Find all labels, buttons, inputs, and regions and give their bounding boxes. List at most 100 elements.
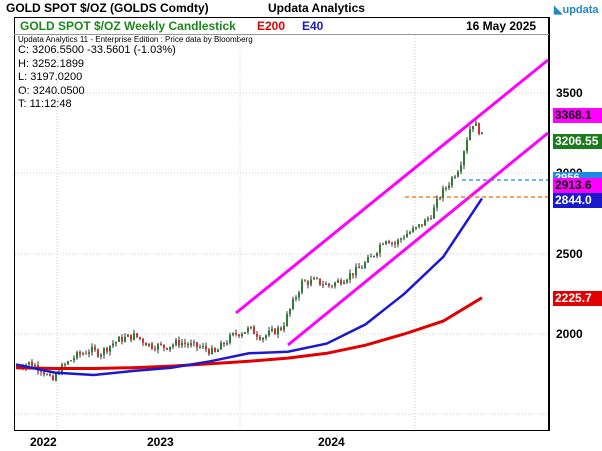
candle-down xyxy=(145,342,147,346)
candle-up xyxy=(418,224,420,227)
candle-up xyxy=(229,335,231,344)
candle-up xyxy=(289,308,291,314)
candle-up xyxy=(454,176,456,178)
candle-down xyxy=(340,280,342,284)
candle-down xyxy=(139,336,141,339)
candle-up xyxy=(211,347,213,354)
channel-lower-line xyxy=(287,131,549,347)
candle-down xyxy=(136,333,138,337)
candle-down xyxy=(235,333,237,335)
candle-up xyxy=(73,358,75,361)
candle-down xyxy=(85,353,87,355)
candle-up xyxy=(226,343,228,345)
candle-up xyxy=(82,353,84,355)
candle-up xyxy=(88,352,90,354)
candle-up xyxy=(385,241,387,244)
candle-up xyxy=(232,333,234,336)
tag-magenta-top: 3368.1 xyxy=(553,108,602,123)
candle-up xyxy=(367,257,369,263)
channel-upper-line xyxy=(235,58,549,315)
candle-down xyxy=(79,351,81,355)
candle-up xyxy=(244,332,246,334)
candle-down xyxy=(196,342,198,348)
candle-down xyxy=(166,347,168,350)
tag-e200: 2225.7 xyxy=(553,291,602,306)
chart-date: 16 May 2025 xyxy=(466,19,537,33)
candle-up xyxy=(364,262,366,268)
candle-down xyxy=(256,334,258,337)
candle-down xyxy=(394,242,396,245)
tag-e40: 2844.0 xyxy=(553,193,602,208)
candles xyxy=(16,120,483,382)
candle-up xyxy=(190,343,192,346)
candle-up xyxy=(247,327,249,333)
candle-up xyxy=(148,343,150,346)
candle-up xyxy=(424,219,426,226)
candle-down xyxy=(49,374,51,376)
candle-up xyxy=(295,297,297,300)
ma2-label: E40 xyxy=(302,19,324,33)
candle-down xyxy=(178,340,180,346)
price-axis[interactable] xyxy=(549,17,602,431)
candle-down xyxy=(184,342,186,344)
candle-up xyxy=(427,218,429,220)
candle-up xyxy=(397,239,399,245)
low-value: L: 3197.0200 xyxy=(18,71,83,83)
candle-down xyxy=(274,328,276,335)
candle-up xyxy=(391,242,393,244)
x-tick-2022: 2022 xyxy=(30,435,57,449)
y-tick-3500: 3500 xyxy=(556,86,583,100)
candle-up xyxy=(250,326,252,328)
candle-down xyxy=(478,123,480,135)
candle-up xyxy=(373,255,375,257)
updata-logo: ◣updata xyxy=(554,4,599,16)
y-tick-2000: 2000 xyxy=(556,327,583,341)
candle-up xyxy=(118,337,120,342)
time-value: T: 11:12:48 xyxy=(18,98,72,110)
candle-up xyxy=(472,125,474,130)
candle-down xyxy=(253,326,255,335)
candle-down xyxy=(352,273,354,276)
candle-down xyxy=(43,371,45,375)
candle-up xyxy=(436,198,438,208)
x-tick-2024: 2024 xyxy=(318,435,345,449)
candle-up xyxy=(475,123,477,126)
candle-down xyxy=(31,361,33,367)
candle-up xyxy=(262,337,264,340)
candle-down xyxy=(163,344,165,348)
candle-up xyxy=(469,129,471,141)
tag-magenta-mid: 2913.6 xyxy=(553,178,602,193)
candle-up xyxy=(64,364,66,366)
candle-up xyxy=(460,165,462,172)
candle-down xyxy=(208,349,210,354)
candle-up xyxy=(355,266,357,276)
candle-up xyxy=(283,325,285,330)
candle-up xyxy=(91,346,93,353)
candle-up xyxy=(412,228,414,233)
candle-up xyxy=(76,351,78,359)
y-tick-2500: 2500 xyxy=(556,247,583,261)
candle-up xyxy=(46,374,48,376)
candle-up xyxy=(325,283,327,285)
candle-down xyxy=(259,336,261,340)
candle-up xyxy=(451,177,453,186)
candle-up xyxy=(298,292,300,298)
candle-up xyxy=(55,373,57,381)
candle-up xyxy=(109,345,111,352)
chart-area[interactable] xyxy=(14,17,549,431)
grid-lines xyxy=(15,35,548,430)
candle-up xyxy=(445,187,447,189)
candle-up xyxy=(379,244,381,254)
candle-down xyxy=(304,280,306,282)
candle-up xyxy=(268,330,270,336)
chart-name: GOLD SPOT $/OZ Weekly Candlestick xyxy=(20,19,236,33)
chart-header: GOLD SPOT $/OZ Weekly Candlestick E200 E… xyxy=(14,17,549,35)
candle-up xyxy=(265,335,267,338)
candle-up xyxy=(415,226,417,229)
candle-up xyxy=(271,328,273,331)
candle-up xyxy=(457,171,459,177)
candle-up xyxy=(439,198,441,200)
candle-down xyxy=(307,281,309,285)
candle-up xyxy=(337,280,339,283)
